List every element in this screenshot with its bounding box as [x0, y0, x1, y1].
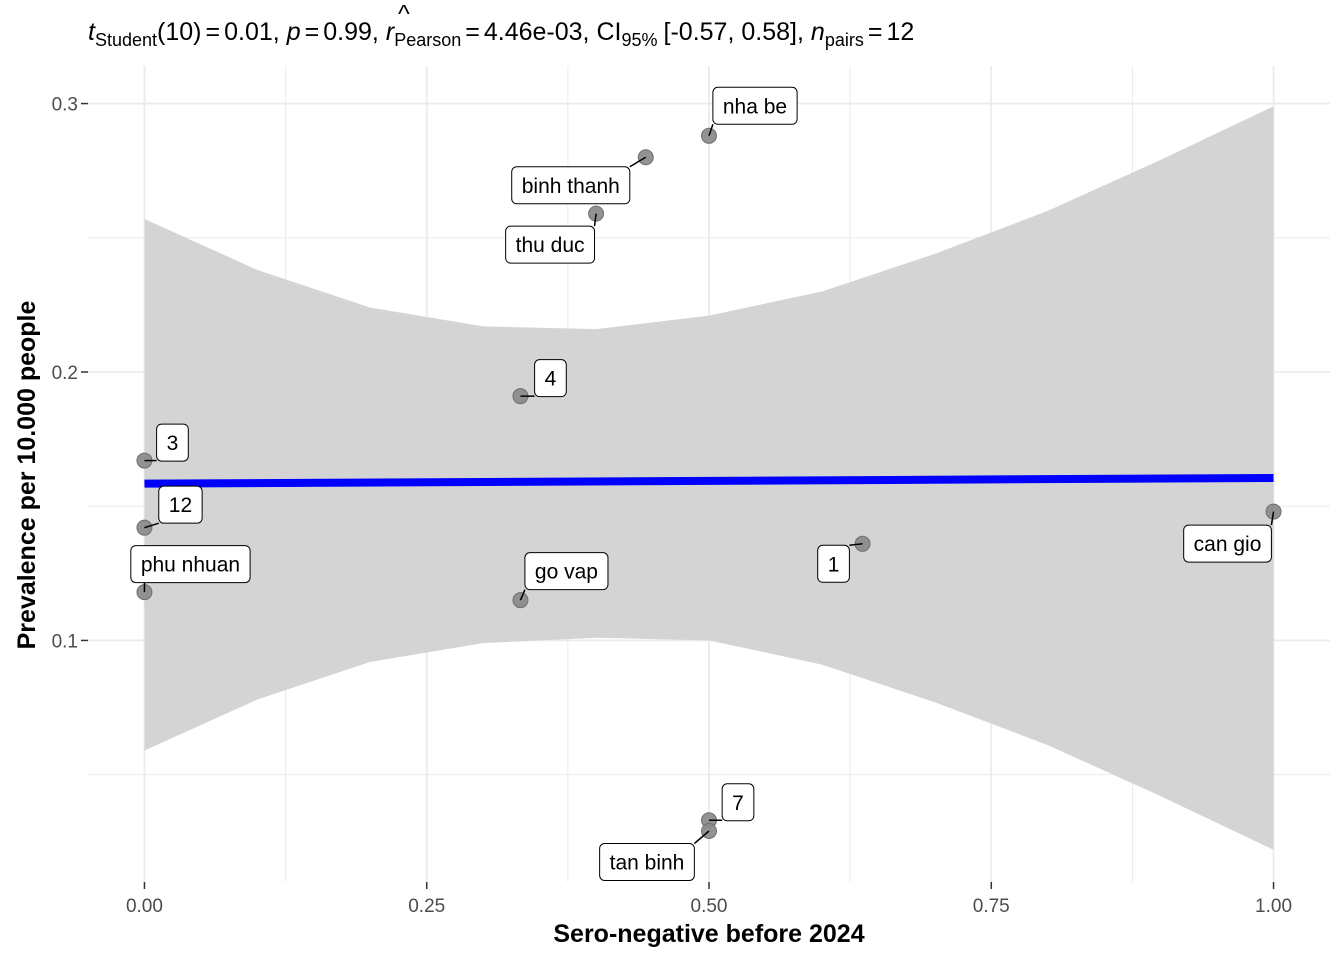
label-box [721, 783, 755, 822]
stats-subtitle: tStudent(10) = 0.01, p = 0.99, rPearson = 4.46e-… [88, 18, 914, 50]
point-label: 1 [817, 543, 863, 583]
label-text: 1 [828, 553, 840, 576]
ci-sub: 95% [622, 30, 658, 50]
y-axis-title: Prevalence per 10.000 people [13, 301, 41, 650]
x-tick-label: 0.00 [126, 896, 163, 917]
point-label: nha be [708, 86, 798, 137]
y-tick-label: 0.3 [52, 95, 78, 116]
r-sub: Pearson [394, 30, 461, 50]
x-axis-ticks: 0.00 0.25 0.50 0.75 1.00 [126, 882, 1292, 917]
r-value: 4.46e-03 [484, 18, 583, 46]
data-points [136, 127, 1282, 839]
label-box [511, 166, 631, 205]
p-value: 0.99 [323, 18, 372, 46]
ci-symbol: CI [597, 18, 622, 46]
label-box [130, 545, 251, 584]
point-label: tan binh [599, 830, 710, 881]
point-label: 7 [709, 783, 755, 822]
n-value: 12 [886, 18, 914, 46]
label-leader [708, 124, 714, 137]
x-tick-label: 0.75 [973, 896, 1010, 917]
r-eq: = [465, 18, 480, 46]
comma-1: , [273, 18, 280, 46]
n-symbol: n [811, 18, 825, 46]
label-text: phu nhuan [141, 554, 240, 577]
label-box [1183, 524, 1272, 563]
point-label: can gio [1183, 511, 1275, 563]
hat-symbol: ^ [398, 0, 410, 28]
point-label: go vap [519, 552, 609, 601]
point-label: binh thanh [511, 156, 647, 205]
label-leader [629, 156, 647, 168]
n-eq: = [868, 18, 883, 46]
point-label: 4 [520, 359, 567, 398]
label-leader [519, 589, 526, 601]
point-label: 12 [144, 485, 203, 529]
x-tick-label: 0.50 [691, 896, 728, 917]
label-text: binh thanh [522, 175, 620, 198]
label-box [712, 86, 798, 125]
t-value: 0.01 [224, 18, 273, 46]
label-leader [693, 830, 710, 845]
comma-3: , [583, 18, 590, 46]
x-tick-label: 1.00 [1255, 896, 1292, 917]
label-text: 7 [732, 792, 744, 815]
point-label: phu nhuan [130, 545, 251, 593]
label-box [599, 843, 695, 881]
label-text: can gio [1194, 533, 1262, 556]
label-box [505, 225, 596, 264]
label-box [156, 423, 189, 462]
point-labels: nha be binh thanh thu duc 4 3 12 can gio 1 phu n… [130, 86, 1275, 881]
x-tick-label: 0.25 [408, 896, 445, 917]
label-text: thu duc [516, 234, 585, 257]
label-leader [144, 522, 159, 529]
t-df: (10) [157, 18, 201, 46]
comma-4: , [797, 18, 804, 46]
r-symbol: r [386, 18, 396, 46]
label-leader [1270, 511, 1275, 526]
label-box [534, 359, 567, 398]
label-leader [849, 543, 863, 547]
t-eq: = [205, 18, 220, 46]
ci-value: [-0.57, 0.58] [664, 18, 797, 46]
point-label: 3 [144, 423, 189, 462]
x-axis-title: Sero-negative before 2024 [553, 920, 864, 948]
label-text: 3 [167, 432, 179, 455]
t-sub: Student [95, 30, 157, 50]
label-text: tan binh [610, 852, 685, 875]
label-box [524, 552, 609, 591]
y-tick-label: 0.2 [52, 363, 78, 384]
p-eq: = [305, 18, 320, 46]
t-symbol: t [88, 18, 96, 46]
n-sub: pairs [825, 30, 864, 50]
regression-line [144, 474, 1274, 488]
y-axis-ticks: 0.1 0.2 0.3 [52, 95, 88, 652]
label-leader [593, 213, 597, 227]
label-text: 4 [545, 368, 557, 391]
label-text: nha be [723, 95, 787, 118]
label-text: go vap [535, 561, 598, 584]
comma-2: , [372, 18, 379, 46]
p-symbol: p [286, 18, 301, 46]
y-tick-label: 0.1 [52, 631, 78, 652]
point-label: thu duc [505, 213, 597, 264]
label-box [817, 544, 850, 583]
label-text: 12 [169, 494, 192, 517]
label-box [158, 485, 203, 524]
